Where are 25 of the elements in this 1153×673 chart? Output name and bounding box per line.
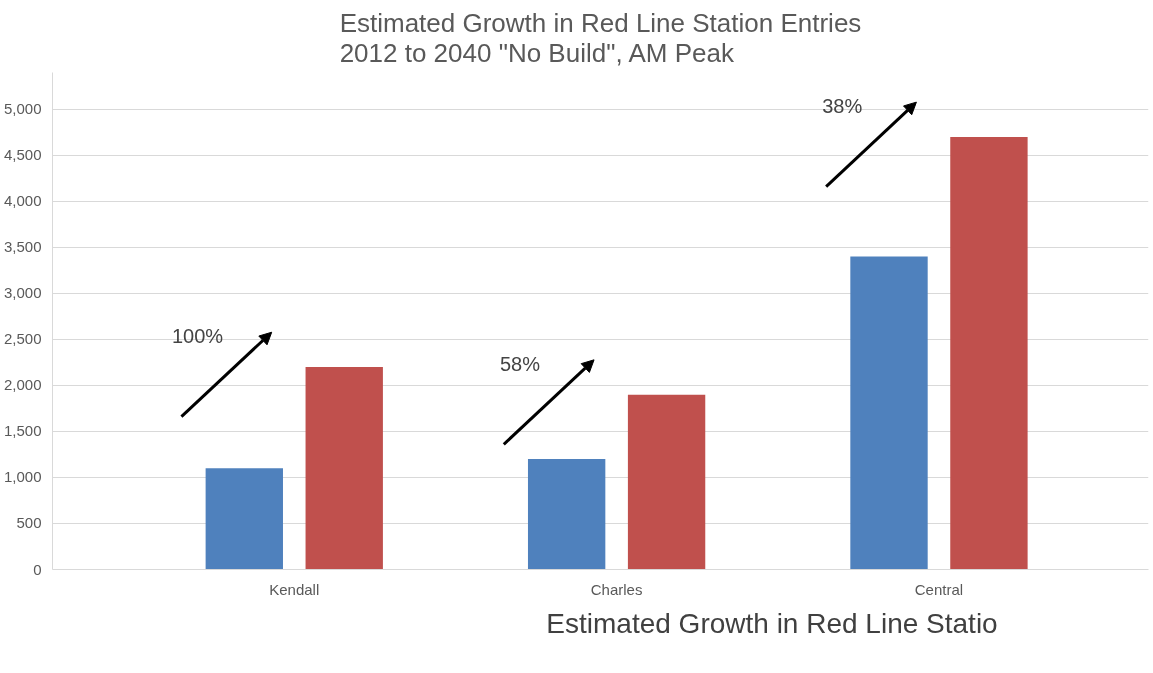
bar	[850, 256, 928, 570]
bar	[950, 136, 1028, 570]
bar	[527, 459, 606, 570]
bar	[205, 468, 283, 570]
text: Estimated Growth in Red Line Statio	[546, 607, 998, 639]
y-tick-label: 4,000	[3, 192, 42, 210]
y-tick-label: 3,500	[3, 238, 42, 256]
y-tick-label: 5,000	[3, 100, 42, 118]
annotation: 100%	[171, 325, 224, 348]
y-tick-label: 3,000	[3, 284, 42, 302]
bar	[627, 394, 706, 570]
bar	[305, 367, 383, 570]
y-tick-label: 500	[16, 514, 42, 532]
annotation: 58%	[499, 352, 541, 375]
y-tick-label: 0	[33, 560, 42, 578]
annotation: 38%	[822, 95, 863, 118]
x-tick-label: Kendall	[269, 580, 320, 598]
y-tick-label: 1,000	[3, 468, 42, 486]
x-tick-label: Charles	[590, 580, 643, 598]
chart-title: Estimated Growth in Red Line Station Entries 2012 to 2040 "No Build", AM Peak	[339, 7, 862, 68]
y-tick-label: 2,500	[3, 330, 42, 348]
x-tick-label: Central	[914, 580, 964, 598]
y-tick-label: 2,000	[3, 376, 42, 394]
y-tick-label: 1,500	[3, 422, 42, 440]
y-tick-label: 4,500	[3, 146, 42, 164]
